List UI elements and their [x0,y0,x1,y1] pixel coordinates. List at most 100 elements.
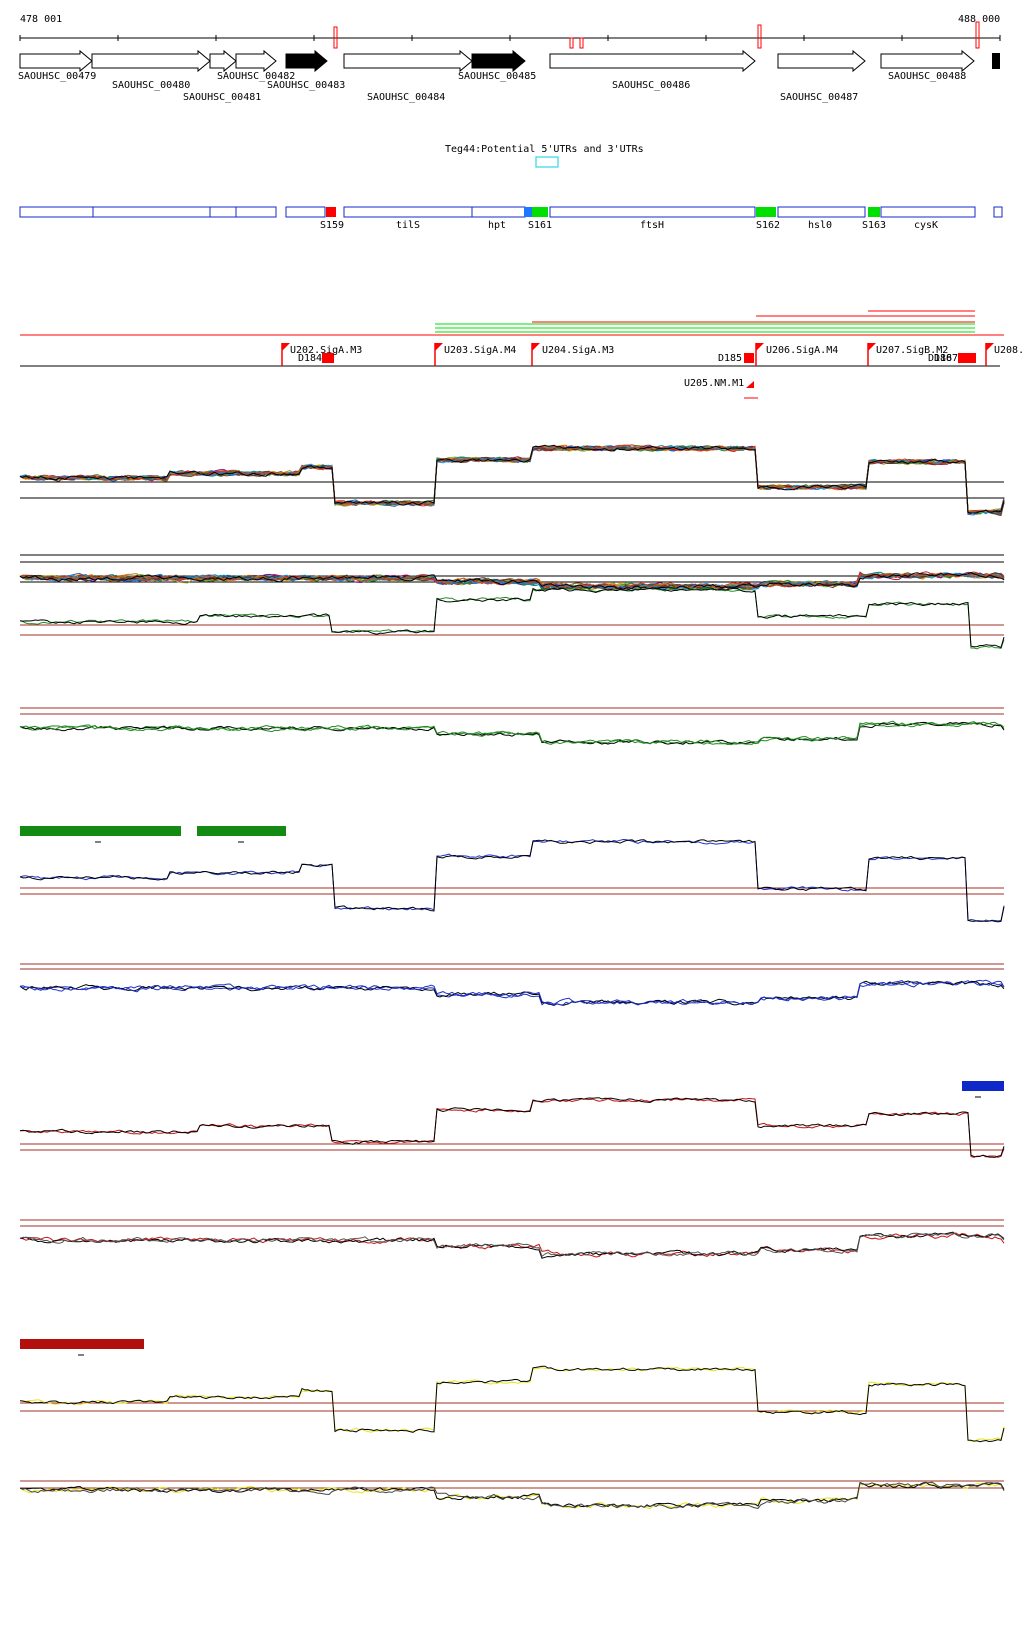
feature-box [549,206,756,218]
promoter-label-u208: U208. [994,345,1024,356]
srna-box [756,207,776,217]
gene-label-00485: SAOUHSC_00485 [458,71,536,82]
gene-arrow-00480[interactable] [91,49,211,73]
multi-condition-expression-track-forward [19,444,1005,517]
gene-label-00479: SAOUHSC_00479 [18,71,96,82]
utr-box[interactable] [535,156,559,168]
gene-arrow-00485[interactable] [471,49,526,73]
feature-label-ftsh: ftsH [640,220,664,231]
gene-arrow-00479[interactable] [19,49,93,73]
gene-arrow-00481[interactable] [209,49,237,73]
gene-arrow-00484[interactable] [343,49,473,73]
gene-arrow-00488[interactable] [880,49,975,73]
signal-line [19,838,1005,923]
signal-line [19,587,1005,649]
red-expression-track-forward [19,1097,1005,1158]
gene-label-00488: SAOUHSC_00488 [888,71,966,82]
gene-annotation-track: SAOUHSC_00479 SAOUHSC_00480 SAOUHSC_0048… [18,49,1000,103]
signal-line [19,1365,1005,1443]
signal-line [19,444,1005,514]
green-expression-track-reverse [19,707,1005,746]
ruler-end-label: 488 000 [958,14,1000,25]
promoter-label-u204: U204.SigA.M3 [542,345,614,356]
signal-line [19,721,1005,745]
feature-label-s162: S162 [756,220,780,231]
promoter-flag [532,343,540,351]
srna-box [524,207,532,217]
feature-box [343,206,473,218]
terminator-box [744,353,754,363]
promoter-flags [281,343,994,399]
ruler-red-mark [975,21,980,49]
gene-arrow-00487[interactable] [777,49,866,73]
feature-box [92,206,211,218]
feature-box [777,206,866,218]
coordinate-ruler: 478 001 488 000 [19,14,1001,49]
signal-line [19,721,1005,746]
yellow-expression-track-reverse [19,1480,1005,1510]
ruler-red-mark [569,37,574,49]
srna-box [532,207,548,217]
blue-legend-bar [962,1081,1004,1091]
signal-line [19,1231,1005,1259]
signal-line [19,980,1005,1006]
feature-box [993,206,1003,218]
promoter-track: U202.SigA.M3 U203.SigA.M4 U204.SigA.M3 U… [20,310,1024,399]
feature-label-s161: S161 [528,220,552,231]
signal-line [19,1481,1005,1508]
yellow-expression-track-forward [19,1365,1005,1443]
utr-track-label: Teg44:Potential 5'UTRs and 3'UTRs [445,144,644,155]
signal-line [19,444,1005,514]
signal-line [19,839,1005,923]
gene-arrow-partial[interactable] [992,53,1000,69]
feature-boxes [19,206,1003,218]
ruler-start-label: 478 001 [20,14,62,25]
gene-label-00480: SAOUHSC_00480 [112,80,190,91]
promoter-flag-reverse [746,381,754,388]
terminator-boxes [322,353,976,363]
gene-label-00481: SAOUHSC_00481 [183,92,261,103]
ruler-red-mark [579,37,584,49]
utr-track: Teg44:Potential 5'UTRs and 3'UTRs [445,144,644,168]
signal-line [19,1232,1005,1258]
signal-line [19,573,1005,591]
blue-expression-track-forward [19,838,1005,923]
signal-line [19,979,1005,1006]
promoter-flag [868,343,876,351]
promoter-label-u207: U207.SigB.M2 [876,345,948,356]
feature-label-tils: tilS [396,220,420,231]
promoter-flag [435,343,443,351]
promoter-flag [756,343,764,351]
feature-box [235,206,277,218]
terminator-box [322,353,334,363]
promoter-label-u206: U206.SigA.M4 [766,345,838,356]
gene-arrow-00482[interactable] [235,49,277,73]
signal-line [19,572,1005,590]
terminator-label-d184: D184 [298,353,322,364]
promoter-label-u202: U202.SigA.M3 [290,345,362,356]
gene-label-00487: SAOUHSC_00487 [780,92,858,103]
feature-label-cysk: cysK [914,220,938,231]
srna-feature-track: S159 tilS hpt S161 ftsH S162 hsl0 S163 c… [19,206,1003,231]
signal-line [19,1097,1005,1158]
gene-label-00483: SAOUHSC_00483 [267,80,345,91]
green-legend-bar-1 [20,826,181,836]
feature-label-hpt: hpt [488,220,506,231]
signal-line [19,1482,1005,1510]
srna-box [326,207,336,217]
feature-label-s163: S163 [862,220,886,231]
promoter-flag [282,343,290,351]
promoter-label-u203: U203.SigA.M4 [444,345,516,356]
signal-line [19,1232,1005,1258]
ruler-ticks [19,35,1001,41]
feature-label-s159: S159 [320,220,344,231]
feature-box [880,206,976,218]
green-expression-track-forward [19,587,1005,650]
red-expression-track-reverse [19,1219,1005,1259]
transcript-lines [20,310,1004,336]
gene-arrow-00486[interactable] [549,49,756,73]
promoter-flag [986,343,994,351]
gene-label-00484: SAOUHSC_00484 [367,92,445,103]
gene-arrow-00483[interactable] [285,49,328,73]
multi-condition-expression-track-reverse [19,554,1005,591]
